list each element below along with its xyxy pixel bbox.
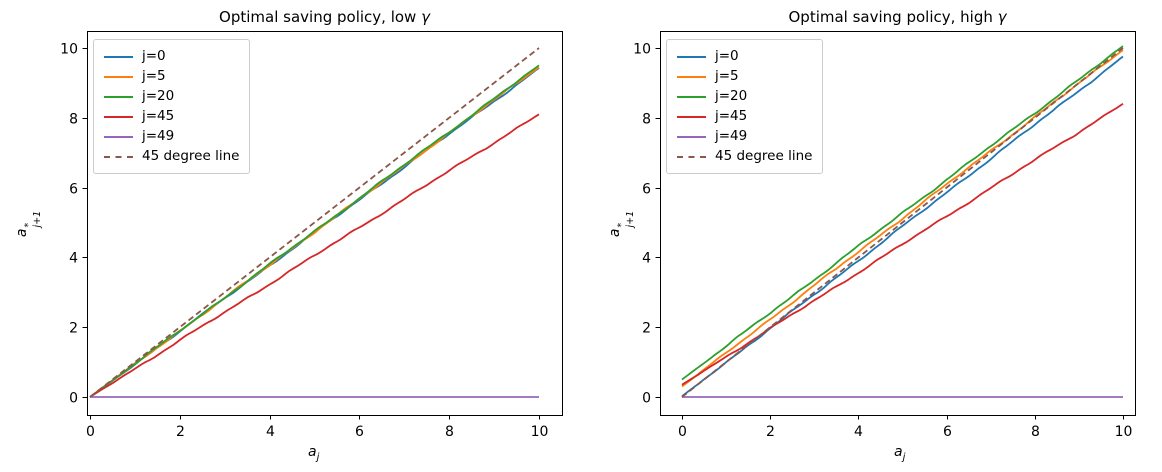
legend-entry: 45 degree line xyxy=(104,148,239,165)
legend-line-sample xyxy=(677,115,706,118)
x-tick-label: 10 xyxy=(1115,424,1133,440)
chart-title-low-gamma: Optimal saving policy, low γ xyxy=(219,8,430,26)
x-axis-label-left: aj xyxy=(308,444,320,463)
chart-title-high-gamma: Optimal saving policy, high γ xyxy=(788,8,1007,26)
series-line-45-degree-line xyxy=(89,47,540,398)
legend-entry: j=5 xyxy=(677,68,812,85)
series-line-j-0 xyxy=(681,55,1124,398)
legend-line-sample xyxy=(677,155,706,158)
gamma-symbol: γ xyxy=(421,8,430,26)
series-line-j-20 xyxy=(89,64,540,398)
y-axis-label-left: a * j+1 xyxy=(14,210,43,238)
legend-line-sample xyxy=(104,155,133,158)
legend-line-sample xyxy=(104,55,133,58)
axes-frame xyxy=(87,31,563,416)
x-axis: 0 2 4 6 8 10 xyxy=(86,415,548,440)
legend-right: j=0 j=5 j=20 j=45 j=49 45 degree line xyxy=(666,39,824,174)
x-tick-label: 8 xyxy=(1031,424,1040,440)
legend-line-sample xyxy=(677,55,706,58)
legend-entry-label: j=5 xyxy=(715,68,739,84)
legend-entry-label: 45 degree line xyxy=(142,148,240,164)
y-tick-label: 4 xyxy=(69,251,78,267)
y-tick-label: 0 xyxy=(69,391,78,407)
legend-entry: 45 degree line xyxy=(677,148,812,165)
series-line-j-45 xyxy=(89,113,540,398)
y-tick-label: 8 xyxy=(69,112,78,128)
y-tick-label: 0 xyxy=(642,391,651,407)
x-tick-label: 4 xyxy=(854,424,863,440)
legend-entry: j=49 xyxy=(677,128,812,145)
x-tick-label: 4 xyxy=(266,424,275,440)
legend-entry-label: j=49 xyxy=(715,128,748,144)
x-tick-label: 6 xyxy=(355,424,364,440)
legend-entry-label: 45 degree line xyxy=(715,148,813,164)
axes-frame xyxy=(660,31,1136,416)
x-tick-label: 10 xyxy=(531,424,549,440)
x-tick-label: 6 xyxy=(943,424,952,440)
x-axis: 0 2 4 6 8 10 xyxy=(678,415,1132,440)
y-tick-label: 2 xyxy=(642,321,651,337)
legend-entry: j=0 xyxy=(677,48,812,65)
legend-entry-label: j=5 xyxy=(142,68,166,84)
x-axis-label-right: aj xyxy=(894,444,906,463)
y-tick-label: 8 xyxy=(642,112,651,128)
legend-left: j=0 j=5 j=20 j=45 j=49 45 degree line xyxy=(93,39,251,174)
series-line-j-5 xyxy=(681,49,1124,388)
legend-entry: j=0 xyxy=(104,48,239,65)
legend-entry-label: j=20 xyxy=(715,88,748,104)
legend-entry-label: j=0 xyxy=(715,48,739,64)
legend-line-sample xyxy=(104,75,133,78)
y-tick-label: 10 xyxy=(633,42,651,58)
legend-line-sample xyxy=(104,115,133,118)
x-tick-label: 8 xyxy=(445,424,454,440)
legend-entry-label: j=49 xyxy=(142,128,175,144)
axes-panel-0: 0 2 4 6 8 10 0 2 4 6 8 10 xyxy=(60,31,563,440)
x-tick-label: 2 xyxy=(766,424,775,440)
gamma-symbol: γ xyxy=(997,8,1007,26)
series-line-j-45 xyxy=(681,103,1124,386)
legend-line-sample xyxy=(104,95,133,98)
x-tick-label: 0 xyxy=(678,424,687,440)
legend-line-sample xyxy=(104,135,133,138)
legend-entry: j=5 xyxy=(104,68,239,85)
series-line-j-20 xyxy=(681,45,1124,381)
series-line-45-degree-line xyxy=(681,47,1124,398)
y-tick-label: 4 xyxy=(642,251,651,267)
y-tick-label: 6 xyxy=(642,182,651,198)
y-axis: 0 2 4 6 8 10 xyxy=(633,42,660,407)
legend-line-sample xyxy=(677,95,706,98)
legend-entry-label: j=45 xyxy=(142,108,175,124)
legend-entry: j=20 xyxy=(104,88,239,105)
legend-entry-label: j=45 xyxy=(715,108,748,124)
x-tick-label: 2 xyxy=(176,424,185,440)
axes-panel-1: 0 2 4 6 8 10 0 2 4 6 8 10 xyxy=(633,31,1136,440)
legend-line-sample xyxy=(677,75,706,78)
legend-entry: j=45 xyxy=(677,108,812,125)
y-axis-label-right: a * j+1 xyxy=(607,210,636,238)
y-tick-label: 2 xyxy=(69,321,78,337)
y-axis: 0 2 4 6 8 10 xyxy=(60,42,87,407)
legend-entry-label: j=0 xyxy=(142,48,166,64)
y-tick-label: 10 xyxy=(60,42,78,58)
y-tick-label: 6 xyxy=(69,182,78,198)
legend-entry: j=45 xyxy=(104,108,239,125)
x-tick-label: 0 xyxy=(86,424,95,440)
legend-entry-label: j=20 xyxy=(142,88,175,104)
legend-line-sample xyxy=(677,135,706,138)
legend-entry: j=49 xyxy=(104,128,239,145)
legend-entry: j=20 xyxy=(677,88,812,105)
